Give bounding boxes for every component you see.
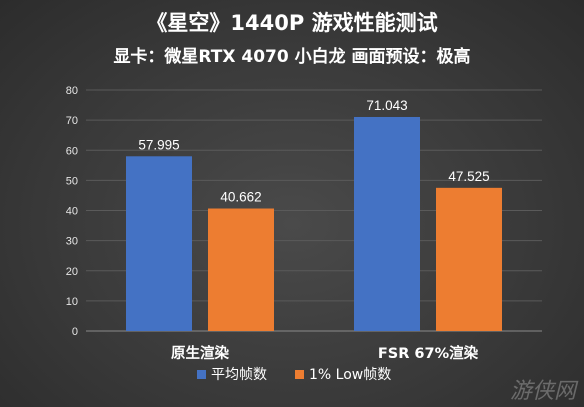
legend: 平均帧数 1% Low帧数	[197, 367, 391, 383]
y-axis-ticks: 0 10 20 30 40 50 60 70 80	[66, 85, 78, 338]
bar-low-fps-0	[208, 208, 274, 331]
y-tick-label: 60	[66, 145, 78, 157]
x-axis-categories: 原生渲染 FSR 67%渲染	[171, 344, 479, 362]
y-tick-label: 80	[66, 85, 78, 97]
y-tick-label: 10	[66, 296, 78, 308]
x-category-label: FSR 67%渲染	[378, 344, 479, 362]
chart-title: 《星空》1440P 游戏性能测试	[146, 11, 437, 35]
legend-label: 1% Low帧数	[309, 367, 391, 383]
data-label: 57.995	[138, 137, 179, 152]
data-label: 47.525	[448, 169, 489, 184]
bar-avg-fps-0	[126, 156, 192, 331]
y-tick-label: 0	[72, 326, 78, 338]
data-label: 40.662	[220, 190, 261, 205]
bar-low-fps-1	[436, 187, 502, 331]
bar-avg-fps-1	[354, 116, 420, 331]
legend-swatch	[197, 370, 206, 379]
watermark-logo: 游侠网	[510, 379, 579, 404]
y-tick-label: 20	[66, 266, 78, 278]
x-category-label: 原生渲染	[171, 344, 229, 362]
legend-label: 平均帧数	[211, 367, 267, 383]
y-tick-label: 50	[66, 175, 78, 187]
bars	[126, 116, 502, 331]
y-tick-label: 70	[66, 115, 78, 127]
legend-swatch	[295, 370, 304, 379]
y-tick-label: 40	[66, 206, 78, 218]
data-labels: 57.995 40.662 71.043 47.525	[138, 98, 489, 205]
y-tick-label: 30	[66, 236, 78, 248]
chart-subtitle: 显卡：微星RTX 4070 小白龙 画面预设：极高	[113, 46, 470, 67]
data-label: 71.043	[366, 98, 407, 113]
